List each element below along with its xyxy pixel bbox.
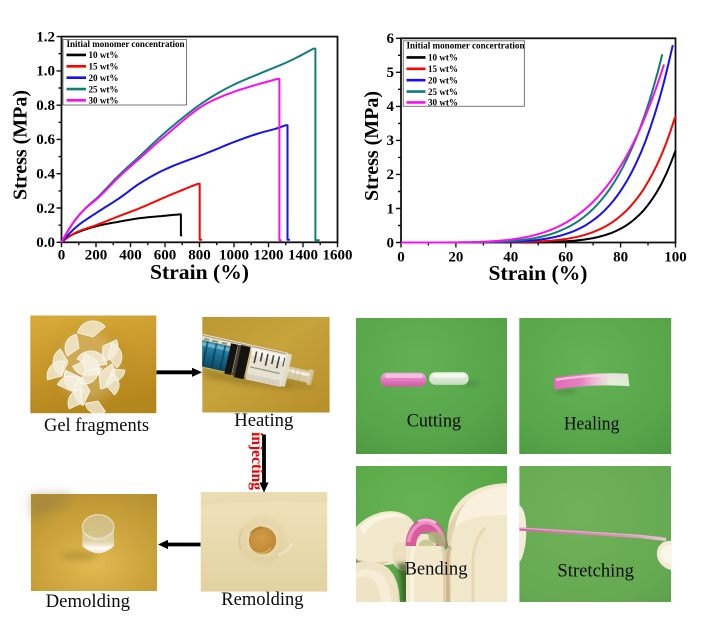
svg-text:400: 400 bbox=[119, 248, 142, 264]
svg-text:Remolding: Remolding bbox=[221, 590, 303, 610]
svg-text:800: 800 bbox=[188, 248, 211, 264]
svg-text:Cutting: Cutting bbox=[407, 411, 461, 431]
svg-text:25 wt%: 25 wt% bbox=[428, 87, 458, 97]
svg-text:6: 6 bbox=[387, 31, 395, 47]
svg-text:Initial monomer concentration: Initial monomer concentration bbox=[67, 39, 185, 49]
svg-text:1400: 1400 bbox=[288, 248, 318, 264]
svg-text:Stress (MPa): Stress (MPa) bbox=[10, 90, 32, 200]
svg-text:0: 0 bbox=[58, 248, 66, 264]
svg-text:1200: 1200 bbox=[254, 248, 284, 264]
svg-text:Stress (MPa): Stress (MPa) bbox=[361, 91, 383, 201]
svg-text:600: 600 bbox=[154, 248, 177, 264]
svg-text:Strain (%): Strain (%) bbox=[489, 261, 588, 285]
svg-text:Initial monomer concertration: Initial monomer concertration bbox=[407, 41, 525, 51]
svg-text:0: 0 bbox=[397, 250, 405, 266]
svg-text:1000: 1000 bbox=[219, 248, 249, 264]
svg-text:20 wt%: 20 wt% bbox=[428, 76, 458, 86]
svg-text:2: 2 bbox=[387, 167, 395, 183]
svg-text:30 wt%: 30 wt% bbox=[89, 96, 119, 106]
svg-text:0.8: 0.8 bbox=[36, 98, 55, 114]
svg-text:Heating: Heating bbox=[234, 411, 293, 431]
svg-text:0.6: 0.6 bbox=[36, 132, 55, 148]
svg-text:injecting: injecting bbox=[248, 432, 265, 490]
svg-text:40: 40 bbox=[503, 250, 518, 266]
svg-text:Gel fragments: Gel fragments bbox=[44, 416, 149, 436]
svg-text:30 wt%: 30 wt% bbox=[428, 98, 458, 108]
svg-text:15 wt%: 15 wt% bbox=[428, 64, 458, 74]
svg-text:1.0: 1.0 bbox=[36, 64, 55, 80]
svg-text:1600: 1600 bbox=[323, 248, 353, 264]
svg-text:Stretching: Stretching bbox=[557, 562, 634, 582]
svg-text:3: 3 bbox=[387, 133, 395, 149]
svg-text:80: 80 bbox=[613, 250, 628, 266]
svg-text:15 wt%: 15 wt% bbox=[89, 62, 119, 72]
svg-text:20: 20 bbox=[448, 250, 463, 266]
svg-text:0.2: 0.2 bbox=[36, 201, 55, 217]
svg-text:25 wt%: 25 wt% bbox=[89, 84, 119, 94]
svg-text:100: 100 bbox=[664, 250, 687, 266]
svg-text:10 wt%: 10 wt% bbox=[428, 53, 458, 63]
svg-text:5: 5 bbox=[387, 65, 395, 81]
svg-text:10 wt%: 10 wt% bbox=[89, 50, 119, 60]
svg-text:1: 1 bbox=[387, 201, 395, 217]
svg-text:Healing: Healing bbox=[564, 414, 620, 434]
svg-text:20 wt%: 20 wt% bbox=[89, 73, 119, 83]
svg-text:Bending: Bending bbox=[405, 559, 468, 579]
svg-text:Demolding: Demolding bbox=[46, 592, 130, 612]
svg-text:4: 4 bbox=[387, 99, 395, 115]
svg-text:0: 0 bbox=[387, 235, 395, 251]
svg-text:200: 200 bbox=[85, 248, 108, 264]
svg-text:Strain (%): Strain (%) bbox=[150, 260, 249, 284]
svg-text:1.2: 1.2 bbox=[36, 29, 55, 45]
svg-text:60: 60 bbox=[558, 250, 573, 266]
svg-text:0.4: 0.4 bbox=[36, 167, 55, 183]
svg-text:0.0: 0.0 bbox=[36, 235, 55, 251]
